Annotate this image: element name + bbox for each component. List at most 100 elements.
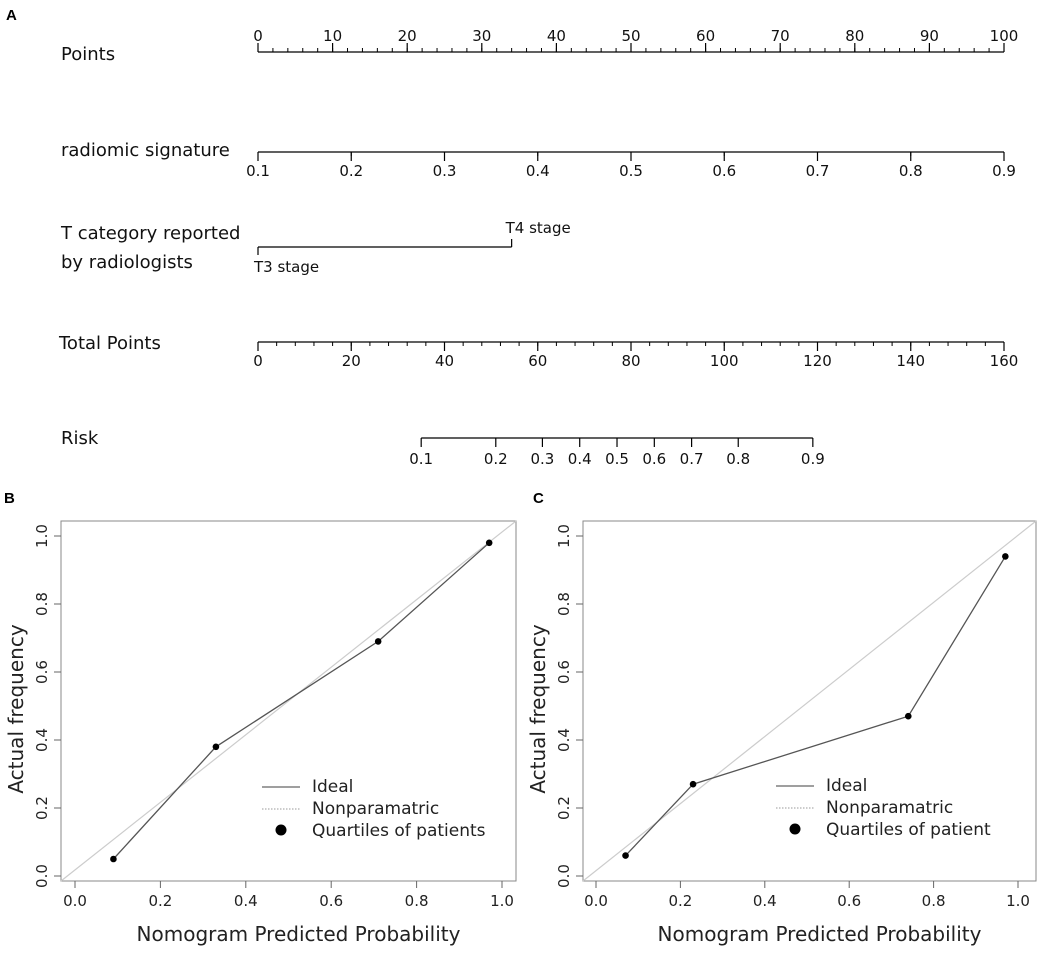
quartile-point [1002,553,1009,560]
y-tick-label: 0.2 [555,796,573,820]
calibration-plot-c: 0.0 0.2 0.4 0.6 0.8 1.0 0.0 0.2 0.4 0.6 0.8 1.0 Nomo… [526,520,1037,946]
nomogram-risk-label: 0.3 [530,450,554,468]
nomogram-risk-label: 0.2 [484,450,508,468]
nomogram-tick-label: 0.4 [526,162,550,180]
legend-label: Nonparamatric [826,798,953,818]
nomogram-tick-label: 70 [771,27,790,45]
y-axis-title: Actual frequency [4,624,28,793]
nomogram-tick-label: 50 [621,27,640,45]
nomogram-tick-label: 100 [710,352,739,370]
nomogram-tick-label: 40 [547,27,566,45]
nomogram-risk-label: 0.4 [568,450,592,468]
nomogram: Points 0 10 20 30 40 50 60 70 80 90 100 radiomic sig… [58,27,1018,468]
nomogram-row-label: Points [61,44,115,65]
legend-label: Ideal [312,777,353,797]
panel-letter-c: C [533,490,544,507]
nomogram-row-label: radiomic signature [61,140,230,161]
nomogram-tick-label: 140 [896,352,925,370]
legend-label: Quartiles of patients [312,821,486,841]
quartile-point [374,638,382,645]
calibration-line [625,556,1006,857]
y-tick-label: 0.8 [33,592,51,616]
x-tick-label: 0.4 [753,892,777,910]
x-tick-label: 0.2 [668,892,692,910]
plot-frame [60,520,517,882]
panel-letter-b: B [4,490,15,507]
legend-label: Nonparamatric [312,799,439,819]
nomogram-tick-label: 80 [845,27,864,45]
x-tick-label: 0.4 [234,892,258,910]
nomogram-risk-label: 0.5 [605,450,629,468]
nomogram-tick-label: 0.5 [619,162,643,180]
legend-label: Quartiles of patient [826,820,991,840]
x-tick-label: 0.6 [837,892,861,910]
nomogram-tick-label: 90 [920,27,939,45]
quartile-point [904,712,912,720]
x-tick-label: 0.8 [922,892,946,910]
nomogram-tick-label: 20 [342,352,361,370]
y-tick-label: 0.8 [555,592,573,616]
calibration-plot-b: 0.0 0.2 0.4 0.6 0.8 1.0 0.0 0.2 0.4 0.6 0.8 1.0 Nomo… [4,520,517,946]
x-tick-label: 1.0 [1006,892,1030,910]
nomogram-tick-label: 60 [528,352,547,370]
nomogram-row-label: Risk [61,428,99,449]
y-tick-label: 1.0 [555,524,573,548]
nomogram-tick-label: 20 [398,27,417,45]
y-tick-label: 0.4 [33,728,51,752]
nomogram-tick-label: 0.6 [712,162,736,180]
y-tick-label: 0.0 [33,864,51,888]
nomogram-row-label: by radiologists [61,252,193,273]
nomogram-risk-label: 0.8 [726,450,750,468]
nomogram-tick-label: 30 [472,27,491,45]
quartile-point [485,539,493,547]
ideal-line [60,520,517,882]
x-tick-label: 0.8 [405,892,429,910]
nomogram-tick-label: 10 [323,27,342,45]
y-tick-label: 0.6 [555,660,573,684]
nomogram-risk-label: 0.7 [680,450,704,468]
x-axis-title: Nomogram Predicted Probability [658,922,982,946]
y-tick-label: 1.0 [33,524,51,548]
x-tick-label: 0.0 [63,892,87,910]
x-tick-label: 1.0 [490,892,514,910]
quartile-point [622,852,629,859]
x-tick-label: 0.6 [319,892,343,910]
x-axis-title: Nomogram Predicted Probability [137,922,461,946]
quartile-point [689,780,697,788]
nomogram-risk-label: 0.1 [409,450,433,468]
y-tick-label: 0.2 [33,796,51,820]
nomogram-row-label: Total Points [58,333,161,354]
legend-swatch-quartiles [275,824,287,836]
y-tick-label: 0.4 [555,728,573,752]
nomogram-tick-label: 0.1 [246,162,270,180]
nomogram-tick-label: 80 [621,352,640,370]
y-tick-label: 0.6 [33,660,51,684]
nomogram-tick-label: 0.2 [339,162,363,180]
plot-frame [582,520,1037,882]
nomogram-tick-label: 0.8 [899,162,923,180]
nomogram-tick-label: 0.3 [433,162,457,180]
nomogram-category-label: T4 stage [505,219,571,237]
nomogram-risk-label: 0.6 [642,450,666,468]
nomogram-tick-label: 0.9 [992,162,1016,180]
nomogram-risk-label: 0.9 [801,450,825,468]
panel-letter-a: A [6,7,17,24]
nomogram-tick-label: 160 [990,352,1019,370]
quartile-point [212,743,220,751]
calibration-line [112,542,490,860]
nomogram-tick-label: 120 [803,352,832,370]
nomogram-tick-label: 60 [696,27,715,45]
quartile-point [110,855,117,863]
nomogram-tick-label: 0.7 [806,162,830,180]
y-tick-label: 0.0 [555,864,573,888]
nomogram-category-label: T3 stage [253,258,319,276]
nomogram-tick-label: 0 [253,27,263,45]
nomogram-row-label: T category reported [60,223,240,244]
x-tick-label: 0.0 [584,892,608,910]
nomogram-tick-label: 40 [435,352,454,370]
y-axis-title: Actual frequency [526,624,550,793]
nomogram-tick-label: 0 [253,352,263,370]
legend-label: Ideal [826,776,867,796]
legend-swatch-quartiles [789,823,801,835]
